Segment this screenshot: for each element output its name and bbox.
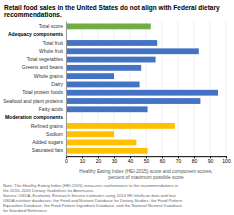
x-tick-label: 60 bbox=[160, 158, 166, 164]
category-label: Fatty acids bbox=[39, 106, 64, 112]
y-tick: Seafood and plant proteins bbox=[3, 98, 66, 104]
x-tick-label: 90 bbox=[208, 158, 214, 164]
x-tick-label: 40 bbox=[128, 158, 134, 164]
x-tick: 20 bbox=[96, 156, 102, 164]
y-tick: Sodium bbox=[46, 131, 66, 137]
x-tick-label: 80 bbox=[192, 158, 198, 164]
plot: 0 10 20 30 40 50 60 70 80 90 100 Total score Adequac… bbox=[3, 21, 231, 164]
y-tick: Greens and beans bbox=[22, 64, 66, 70]
y-tick: Total fruit bbox=[43, 40, 66, 46]
x-tick: 30 bbox=[112, 156, 118, 164]
bar bbox=[66, 106, 148, 112]
x-tick: 0 bbox=[65, 156, 68, 164]
section-label: Adequacy components bbox=[8, 31, 63, 37]
title: Retail food sales in the United States d… bbox=[4, 4, 220, 19]
y-tick: Added sugars bbox=[32, 139, 66, 145]
bar bbox=[66, 48, 199, 54]
y-tick: Total vegetables bbox=[27, 56, 66, 62]
x-tick: 90 bbox=[208, 156, 214, 164]
category-label: Seafood and plant proteins bbox=[3, 98, 63, 104]
y-tick: Whole grains bbox=[34, 73, 66, 79]
category-label: Whole grains bbox=[34, 73, 64, 79]
x-tick-label: 70 bbox=[176, 158, 182, 164]
y-tick: Total protein foods bbox=[22, 89, 66, 95]
x-tick-label: 0 bbox=[65, 158, 68, 164]
y-tick: Adequacy components bbox=[8, 31, 66, 37]
x-axis-title: Healthy Eating Index (HEI-2015) score an… bbox=[79, 169, 212, 180]
x-tick: 80 bbox=[192, 156, 198, 164]
x-tick: 60 bbox=[160, 156, 166, 164]
category-label: Greens and beans bbox=[22, 64, 64, 70]
bar bbox=[66, 123, 175, 129]
x-tick: 100 bbox=[222, 156, 231, 164]
bar bbox=[66, 40, 157, 46]
bar bbox=[66, 57, 156, 63]
x-tick-label: 10 bbox=[80, 158, 86, 164]
grid-line bbox=[162, 21, 163, 156]
y-tick: Total score bbox=[39, 23, 66, 29]
x-axis: 0 10 20 30 40 50 60 70 80 90 100 bbox=[65, 156, 231, 164]
category-label: Total vegetables bbox=[27, 56, 64, 62]
grid bbox=[66, 21, 226, 156]
x-tick: 40 bbox=[128, 156, 134, 164]
bar bbox=[66, 23, 151, 29]
bars bbox=[66, 23, 218, 153]
grid-line bbox=[210, 21, 211, 156]
category-label: Added sugars bbox=[32, 139, 63, 145]
y-tick: Dairy bbox=[51, 81, 66, 87]
grid-line bbox=[178, 21, 179, 156]
y-axis: Total score Adequacy components Total frui… bbox=[3, 22, 66, 157]
x-tick-label: 20 bbox=[96, 158, 102, 164]
bar bbox=[66, 90, 218, 96]
y-tick: Fatty acids bbox=[39, 106, 66, 112]
bar bbox=[66, 140, 136, 146]
x-tick-label: 100 bbox=[222, 158, 231, 164]
bar bbox=[66, 73, 114, 79]
bar bbox=[66, 82, 140, 88]
y-tick: Moderation components bbox=[5, 114, 66, 120]
x-tick: 70 bbox=[176, 156, 182, 164]
y-axis-line bbox=[66, 22, 67, 157]
chart: Retail food sales in the United States d… bbox=[0, 0, 234, 215]
y-tick: Saturated fats bbox=[32, 147, 66, 153]
bar bbox=[66, 131, 114, 137]
note: for Standard Reference. bbox=[3, 208, 48, 213]
y-tick: Refined grains bbox=[31, 122, 66, 128]
grid-line bbox=[66, 21, 67, 156]
section-label: Moderation components bbox=[5, 114, 63, 120]
y-tick: Whole fruit bbox=[39, 48, 66, 54]
category-label: Total score bbox=[39, 23, 63, 29]
x-tick-label: 30 bbox=[112, 158, 118, 164]
category-label: Whole fruit bbox=[39, 48, 64, 54]
bar bbox=[66, 65, 141, 71]
x-tick-label: 50 bbox=[144, 158, 150, 164]
x-tick: 10 bbox=[80, 156, 86, 164]
category-label: Total fruit bbox=[43, 40, 64, 46]
category-label: Dairy bbox=[51, 81, 63, 87]
bar bbox=[66, 148, 148, 154]
grid-line bbox=[194, 21, 195, 156]
x-tick: 50 bbox=[144, 156, 150, 164]
category-label: Total protein foods bbox=[22, 89, 63, 95]
bar bbox=[66, 98, 200, 104]
grid-line bbox=[226, 21, 227, 156]
category-label: Sodium bbox=[46, 131, 63, 137]
category-label: Saturated fats bbox=[32, 147, 64, 153]
category-label: Refined grains bbox=[31, 122, 64, 128]
